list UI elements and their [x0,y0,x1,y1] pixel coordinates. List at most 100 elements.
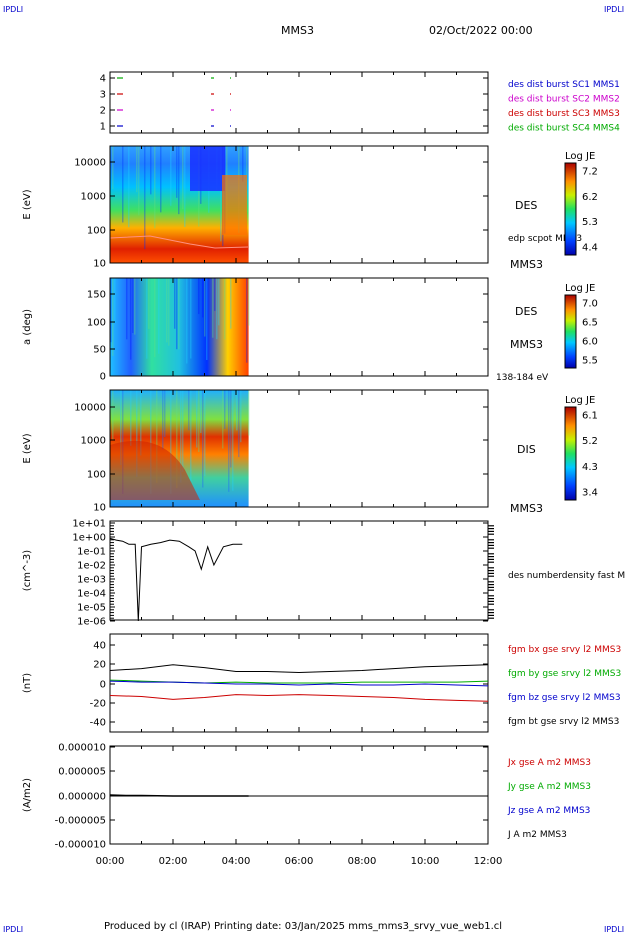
spectrogram-streak [162,390,164,450]
y-axis-label: (A/m2) [22,778,33,812]
spectrogram-streak [178,146,180,215]
spectrogram-streak [202,278,204,318]
spectrogram-streak [158,278,160,354]
spectrogram-streak [130,278,132,360]
spectrogram-streak [170,390,172,494]
corner-logo-bl: IPDLI [3,925,23,934]
footer-text: Produced by cl (IRAP) Printing date: 03/… [104,921,502,932]
spectrogram-streak [148,278,150,329]
scpot-line [109,235,249,249]
y-tick-label: -0.000010 [55,840,106,851]
spectrogram-streak [230,278,232,329]
y-axis-label: E (eV) [22,189,33,219]
spectrogram-streak [176,146,178,198]
panel-current: 0.000010 0.000005 0.000000 -0.000005 -0.0000… [22,743,591,851]
spectrogram-fill [110,278,249,376]
spacecraft-title: MMS3 [281,24,314,37]
x-tick-label: 00:00 [96,856,125,867]
spectrogram-streak [134,278,136,335]
spectrogram-streak [216,278,218,340]
spectrogram-streak [136,146,138,193]
spectrogram-streak [206,278,208,360]
spectrogram-streak [150,146,152,195]
spectrogram-streak [230,390,232,468]
colorbar-tick-label: 6.1 [582,411,598,422]
spectrogram-streak [126,278,128,340]
x-tick-label: 02:00 [159,856,188,867]
y-axis-label: (cm^-3) [22,550,33,591]
y-tick-label: 10 [93,503,106,514]
y-axis-label: E (eV) [22,433,33,463]
fgm-series-line [109,680,489,687]
y-tick-label: 0 [100,680,106,691]
legend-entry: fgm bt gse srvy l2 MMS3 [508,717,619,727]
y-tick-label: 1e-05 [77,603,106,614]
y-tick-label: 1e-06 [77,617,106,628]
spectrogram-streak [180,390,182,483]
colorbar-tick-label: 5.5 [582,356,598,367]
spectrogram-streak [112,390,114,440]
spectrogram-patch [222,175,247,235]
spectrogram-streak [240,390,242,443]
spectrogram-streak [196,390,198,448]
y-tick-label: 1000 [81,192,106,203]
species-label: DIS [517,443,536,456]
y-tick-label: 2 [100,106,106,117]
colorbar [564,294,577,369]
x-tick-label: 04:00 [222,856,251,867]
y-tick-label: 10 [93,259,106,270]
spectrogram-streak [178,278,180,350]
colorbar-title: Log JE [565,151,595,162]
colorbar [564,162,577,256]
spectrogram-streak [112,278,114,356]
energy-range-label: 138-184 eV [496,373,549,383]
y-tick-label: 3 [100,90,106,101]
y-tick-label: -20 [90,699,106,710]
y-tick-label: 0.000005 [58,767,106,778]
colorbar-tick-label: 6.5 [582,318,598,329]
spectrogram-streak [204,390,206,477]
species-label: DES [515,199,537,212]
colorbar-tick-label: 5.2 [582,436,598,447]
spectrogram-streak [182,390,184,472]
legend-entry: Jy gse A m2 MMS3 [507,782,591,792]
panel-burst-flags: 4 3 2 1 des dist burst SC1 MMS1 des dist burs… [100,71,620,134]
spectrogram-streak [246,278,248,363]
spectrogram-streak [198,278,200,315]
spectrogram-streak [168,278,170,346]
colorbar-tick-label: 7.0 [582,299,598,310]
spectrogram-streak [132,278,134,334]
panel-4-frame [109,520,489,621]
legend-entry: des numberdensity fast M [508,571,625,581]
spectrogram-streak [222,390,224,449]
colorbar-tick-label: 7.2 [582,167,598,178]
spectrogram-patch [190,146,225,191]
legend-entry: J A m2 MMS3 [507,830,567,840]
spectrogram-streak [136,390,138,478]
y-tick-label: 1 [100,122,106,133]
spectrogram-streak [120,390,122,466]
spectrogram-streak [204,278,206,337]
spectrogram-streak [176,278,178,350]
sc-label: MMS3 [510,258,543,271]
spectrogram-streak [144,146,146,250]
spectrogram-streak [170,146,172,206]
spectrogram-streak [188,390,190,431]
y-tick-label: 0.000010 [58,743,106,754]
y-tick-label: 150 [87,290,106,301]
y-tick-label: 50 [93,345,106,356]
y-tick-label: 20 [93,660,106,671]
y-axis-label: a (deg) [22,309,33,345]
y-axis-label: (nT) [22,673,33,693]
colorbar-tick-label: 6.2 [582,192,598,203]
spectrogram-streak [122,146,124,223]
spectrogram-streak [198,390,200,452]
spectrogram-streak [150,390,152,494]
panel-6-frame [109,745,489,845]
spectrogram-patch [110,440,200,500]
legend-entry: des dist burst SC2 MMS2 [508,95,620,105]
scpot-label: edp scpot MMS3 [508,234,582,244]
spectrogram-streak [130,390,132,446]
spectrogram-streak [160,146,162,213]
x-tick-label: 08:00 [348,856,377,867]
